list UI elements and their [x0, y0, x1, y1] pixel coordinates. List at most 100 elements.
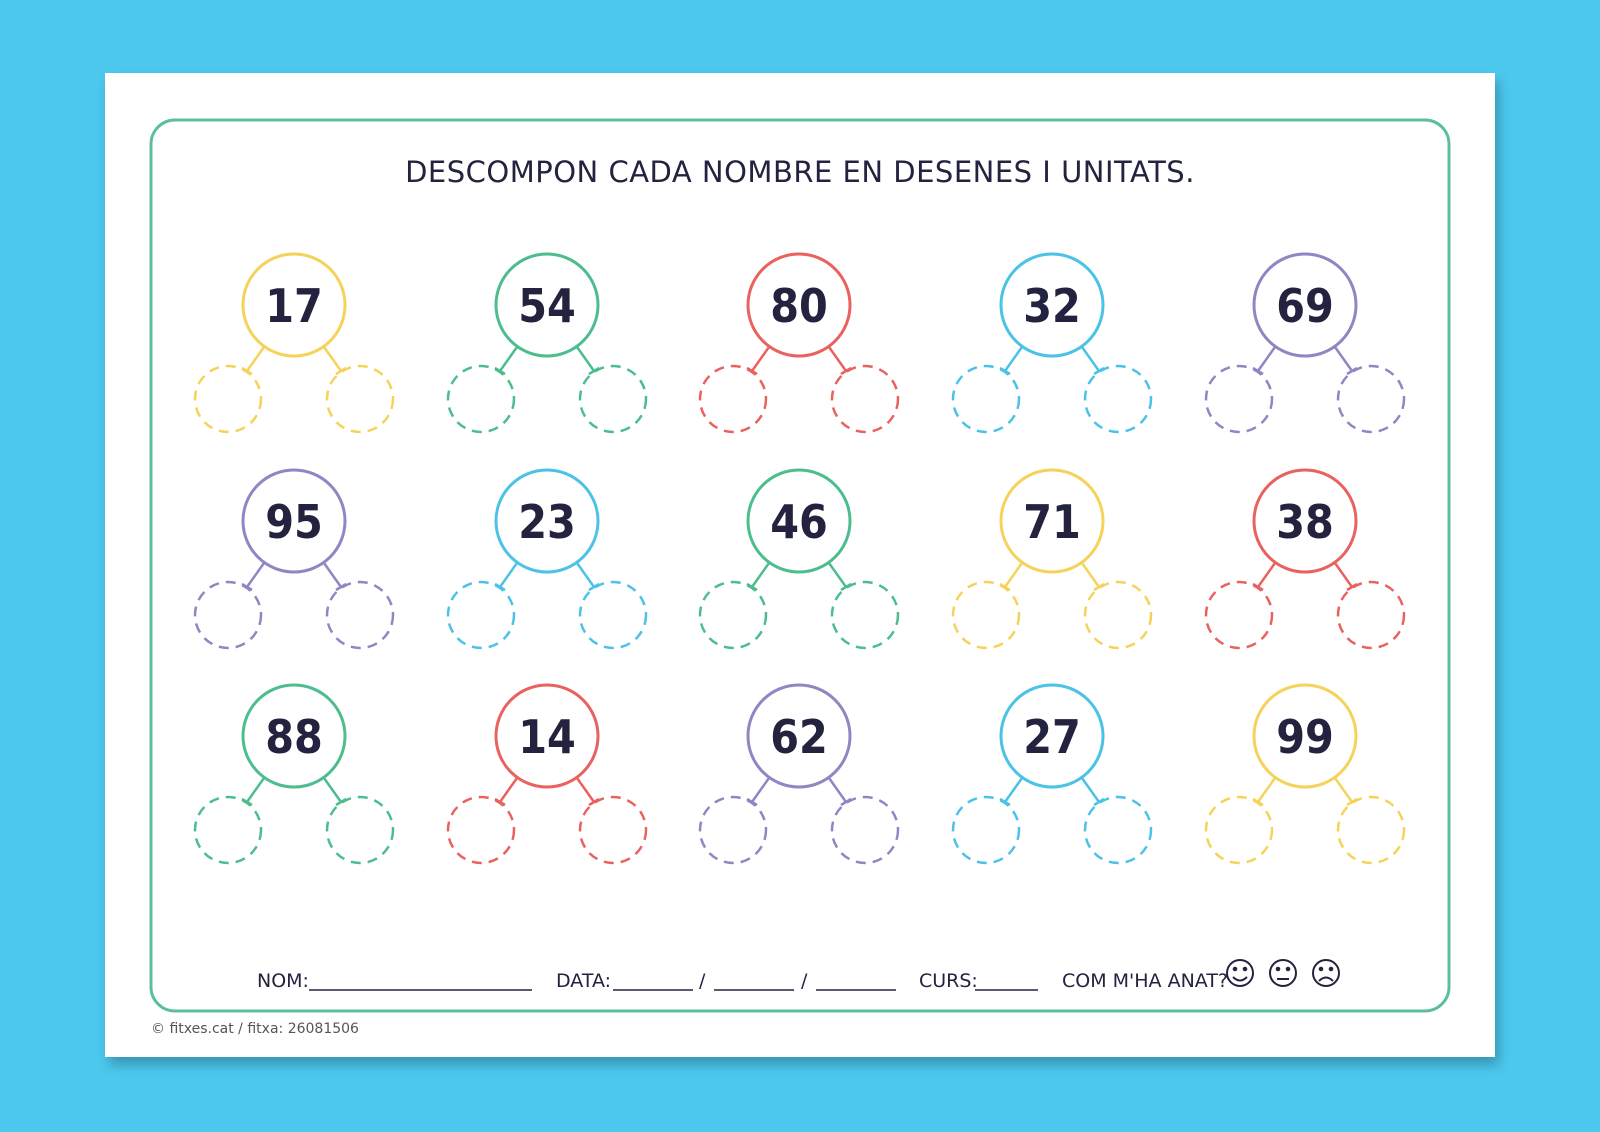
connector	[575, 346, 596, 372]
number-bond: 88	[193, 683, 395, 865]
number-circle	[1252, 683, 1358, 789]
answer-circle	[951, 795, 1021, 865]
connector	[1256, 562, 1277, 588]
number-circle	[746, 468, 852, 574]
answer-circle	[951, 364, 1021, 434]
name-label: NOM:	[257, 970, 309, 992]
rating-label: COM M'HA ANAT?	[1062, 970, 1228, 992]
number-circle	[494, 683, 600, 789]
connector	[1333, 777, 1354, 803]
answer-circle	[1204, 364, 1274, 434]
number: 99	[1276, 710, 1334, 764]
answer-circle	[1336, 795, 1406, 865]
date-label: DATA:	[556, 970, 611, 992]
number-bond: 46	[698, 468, 900, 650]
answer-circle	[1204, 795, 1274, 865]
number-circle	[999, 252, 1105, 358]
connector	[498, 346, 519, 372]
number-bond: 71	[951, 468, 1153, 650]
answer-circle	[325, 580, 395, 650]
connector	[1256, 346, 1277, 372]
smileys	[1226, 959, 1340, 987]
connector	[498, 777, 519, 803]
answer-circle	[325, 364, 395, 434]
number: 54	[518, 279, 576, 333]
answer-circle	[830, 364, 900, 434]
answer-circle	[1336, 364, 1406, 434]
answer-circle	[698, 364, 768, 434]
connector	[245, 346, 266, 372]
connector	[1003, 777, 1024, 803]
number-bond: 23	[446, 468, 648, 650]
answer-circle	[1083, 364, 1153, 434]
connector	[1003, 346, 1024, 372]
answer-circle	[698, 795, 768, 865]
number: 17	[265, 279, 323, 333]
number: 23	[518, 495, 576, 549]
number: 14	[518, 710, 576, 764]
smiley-neutral	[1269, 959, 1297, 987]
connector	[498, 562, 519, 588]
answer-circle	[446, 795, 516, 865]
connector	[1333, 346, 1354, 372]
frame	[149, 118, 1451, 1013]
answer-circle	[325, 795, 395, 865]
answer-circle	[578, 795, 648, 865]
answer-circle	[830, 795, 900, 865]
connector	[1080, 562, 1101, 588]
number-bond: 99	[1204, 683, 1406, 865]
answer-circle	[951, 580, 1021, 650]
number-bond: 17	[193, 252, 395, 434]
number: 80	[770, 279, 828, 333]
connector	[750, 777, 771, 803]
number-bond: 69	[1204, 252, 1406, 434]
date-separator: /	[801, 970, 808, 992]
connector	[575, 562, 596, 588]
number-circle	[999, 468, 1105, 574]
connector	[1003, 562, 1024, 588]
answer-circle	[1083, 580, 1153, 650]
connector	[827, 346, 848, 372]
connector	[322, 346, 343, 372]
connector	[827, 562, 848, 588]
number-bond: 95	[193, 468, 395, 650]
number-circle	[494, 252, 600, 358]
number: 27	[1023, 710, 1081, 764]
number-circle	[1252, 468, 1358, 574]
number: 95	[265, 495, 323, 549]
number: 46	[770, 495, 828, 549]
answer-circle	[830, 580, 900, 650]
number-circle	[241, 252, 347, 358]
exercise-grid: 17 54 80 32 69 95 23 46 71 38 88 14 62 27 99	[193, 252, 1406, 865]
connector	[245, 777, 266, 803]
course-label: CURS:	[919, 970, 978, 992]
number-circle	[999, 683, 1105, 789]
number: 88	[265, 710, 323, 764]
number: 32	[1023, 279, 1081, 333]
number: 38	[1276, 495, 1334, 549]
number-bond: 38	[1204, 468, 1406, 650]
date-separator: /	[699, 970, 706, 992]
smiley-sad	[1312, 959, 1340, 987]
answer-circle	[1204, 580, 1274, 650]
connector	[322, 562, 343, 588]
number-bond: 62	[698, 683, 900, 865]
smiley-happy	[1226, 959, 1254, 987]
connector	[827, 777, 848, 803]
answer-circle	[698, 580, 768, 650]
connector	[575, 777, 596, 803]
number-bond: 27	[951, 683, 1153, 865]
footer: NOM: DATA: / / CURS: COM M'HA ANAT?	[257, 959, 1340, 992]
number-circle	[746, 252, 852, 358]
number-bond: 32	[951, 252, 1153, 434]
answer-circle	[193, 795, 263, 865]
answer-circle	[193, 364, 263, 434]
connector	[1080, 346, 1101, 372]
number-circle	[494, 468, 600, 574]
title: DESCOMPON CADA NOMBRE EN DESENES I UNITA…	[405, 155, 1195, 189]
connector	[322, 777, 343, 803]
connector	[750, 562, 771, 588]
number-bond: 14	[446, 683, 648, 865]
